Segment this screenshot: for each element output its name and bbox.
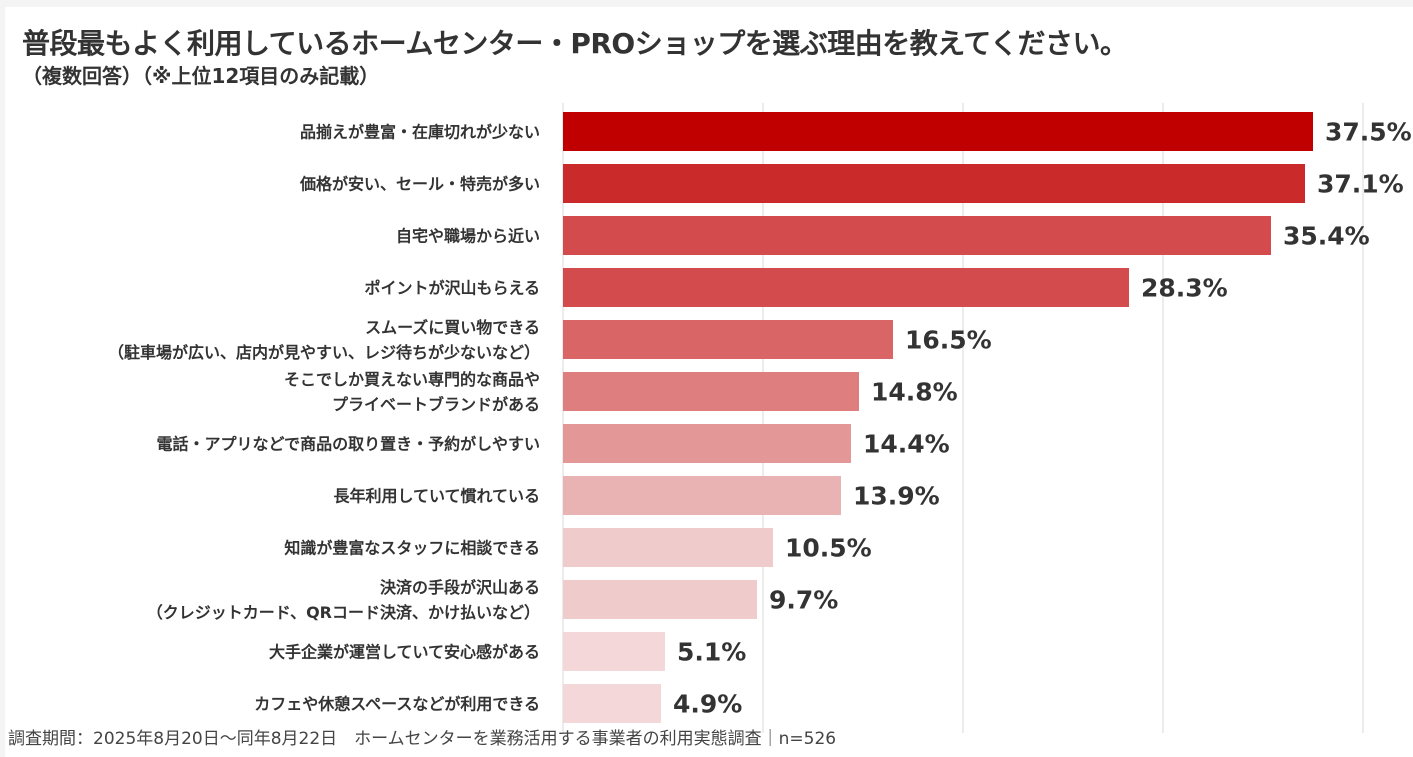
data-label: 13.9% (853, 482, 940, 511)
bar (563, 424, 851, 463)
data-label: 9.7% (769, 586, 838, 615)
bar (563, 372, 859, 411)
category-label: スムーズに買い物できる (365, 318, 540, 337)
bar (563, 320, 893, 359)
bar (563, 632, 665, 671)
bar (563, 580, 757, 619)
bar (563, 112, 1313, 151)
data-label: 4.9% (673, 690, 742, 719)
data-label: 14.4% (863, 430, 950, 459)
category-label: カフェや休憩スペースなどが利用できる (254, 695, 540, 714)
data-label: 35.4% (1283, 222, 1370, 251)
bar (563, 216, 1271, 255)
category-label: （クレジットカード、QRコード決済、かけ払いなど） (147, 603, 540, 622)
data-label: 5.1% (677, 638, 746, 667)
category-label: ポイントが沢山もらえる (364, 279, 540, 298)
category-label: そこでしか買えない専門的な商品や (284, 370, 540, 389)
bar (563, 268, 1129, 307)
bar (563, 164, 1305, 203)
chart-subtitle: （複数回答）（※上位12項目のみ記載） (22, 64, 380, 88)
bar (563, 476, 841, 515)
data-label: 28.3% (1141, 274, 1228, 303)
data-label: 37.1% (1317, 170, 1404, 199)
bar (563, 528, 773, 567)
category-label: 決済の手段が沢山ある (380, 578, 540, 597)
category-label: プライベートブランドがある (332, 395, 540, 414)
chart-title: 普段最もよく利用しているホームセンター・PROショップを選ぶ理由を教えてください… (22, 27, 1128, 60)
category-label: 自宅や職場から近い (396, 227, 540, 246)
category-label: 長年利用していて慣れている (333, 487, 540, 506)
category-label: 電話・アプリなどで商品の取り置き・予約がしやすい (156, 435, 540, 454)
chart-footer: 調査期間：2025年8月20日〜同年8月22日 ホームセンターを業務活用する事業… (8, 729, 837, 749)
category-label: （駐車場が広い、店内が見やすい、レジ待ちが少ないなど） (108, 343, 540, 362)
data-label: 10.5% (785, 534, 872, 563)
bar (563, 684, 661, 723)
data-label: 14.8% (871, 378, 958, 407)
category-label: 大手企業が運営していて安心感がある (269, 643, 540, 662)
category-label: 品揃えが豊富・在庫切れが少ない (300, 123, 540, 142)
category-label: 価格が安い、セール・特売が多い (299, 175, 540, 194)
data-label: 37.5% (1325, 118, 1412, 147)
data-label: 16.5% (905, 326, 992, 355)
category-label: 知識が豊富なスタッフに相談できる (284, 539, 540, 558)
